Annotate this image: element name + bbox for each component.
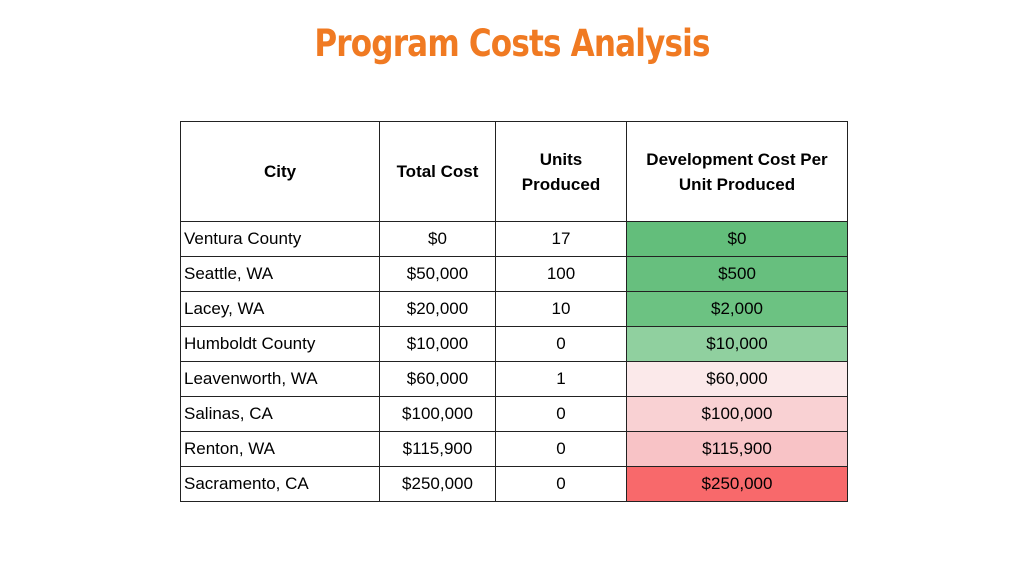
cost-per-unit-cell: $2,000 <box>626 291 848 327</box>
total-cost-cell: $115,900 <box>379 431 496 467</box>
total-cost-cell: $0 <box>379 221 496 257</box>
header-cost-per-unit: Development Cost Per Unit Produced <box>626 121 848 222</box>
units-cell: 10 <box>495 291 627 327</box>
table-row: Leavenworth, WA $60,000 1 $60,000 <box>180 361 848 397</box>
header-total-cost-label: Total Cost <box>396 162 479 181</box>
city-cell: Humboldt County <box>180 326 380 362</box>
header-total-cost: Total Cost <box>379 121 496 222</box>
units-cell: 17 <box>495 221 627 257</box>
city-cell: Seattle, WA <box>180 256 380 292</box>
units-cell: 0 <box>495 431 627 467</box>
table-row: Seattle, WA $50,000 100 $500 <box>180 256 848 292</box>
header-units-produced: Units Produced <box>495 121 627 222</box>
units-cell: 100 <box>495 256 627 292</box>
header-cost-per-unit-label: Development Cost Per Unit Produced <box>646 149 828 194</box>
cost-per-unit-cell: $250,000 <box>626 466 848 502</box>
table-row: Ventura County $0 17 $0 <box>180 221 848 257</box>
units-cell: 0 <box>495 466 627 502</box>
city-cell: Salinas, CA <box>180 396 380 432</box>
header-city-label: City <box>263 162 297 181</box>
cost-per-unit-cell: $60,000 <box>626 361 848 397</box>
program-costs-table: City Total Cost Units Produced Developme… <box>180 121 848 502</box>
total-cost-cell: $50,000 <box>379 256 496 292</box>
total-cost-cell: $100,000 <box>379 396 496 432</box>
table-row: Humboldt County $10,000 0 $10,000 <box>180 326 848 362</box>
total-cost-cell: $250,000 <box>379 466 496 502</box>
cost-per-unit-cell: $0 <box>626 221 848 257</box>
units-cell: 0 <box>495 396 627 432</box>
cost-per-unit-cell: $100,000 <box>626 396 848 432</box>
table-row: Sacramento, CA $250,000 0 $250,000 <box>180 466 848 502</box>
city-cell: Lacey, WA <box>180 291 380 327</box>
units-cell: 1 <box>495 361 627 397</box>
cost-per-unit-cell: $115,900 <box>626 431 848 467</box>
table-row: Lacey, WA $20,000 10 $2,000 <box>180 291 848 327</box>
total-cost-cell: $20,000 <box>379 291 496 327</box>
page-title: Program Costs Analysis <box>314 22 710 65</box>
city-cell: Leavenworth, WA <box>180 361 380 397</box>
cost-per-unit-cell: $10,000 <box>626 326 848 362</box>
table-row: Salinas, CA $100,000 0 $100,000 <box>180 396 848 432</box>
total-cost-cell: $10,000 <box>379 326 496 362</box>
city-cell: Renton, WA <box>180 431 380 467</box>
table-header-row: City Total Cost Units Produced Developme… <box>180 121 848 222</box>
table-row: Renton, WA $115,900 0 $115,900 <box>180 431 848 467</box>
city-cell: Ventura County <box>180 221 380 257</box>
total-cost-cell: $60,000 <box>379 361 496 397</box>
header-city: City <box>180 121 380 222</box>
header-units-produced-label: Units Produced <box>521 149 601 194</box>
city-cell: Sacramento, CA <box>180 466 380 502</box>
units-cell: 0 <box>495 326 627 362</box>
cost-per-unit-cell: $500 <box>626 256 848 292</box>
